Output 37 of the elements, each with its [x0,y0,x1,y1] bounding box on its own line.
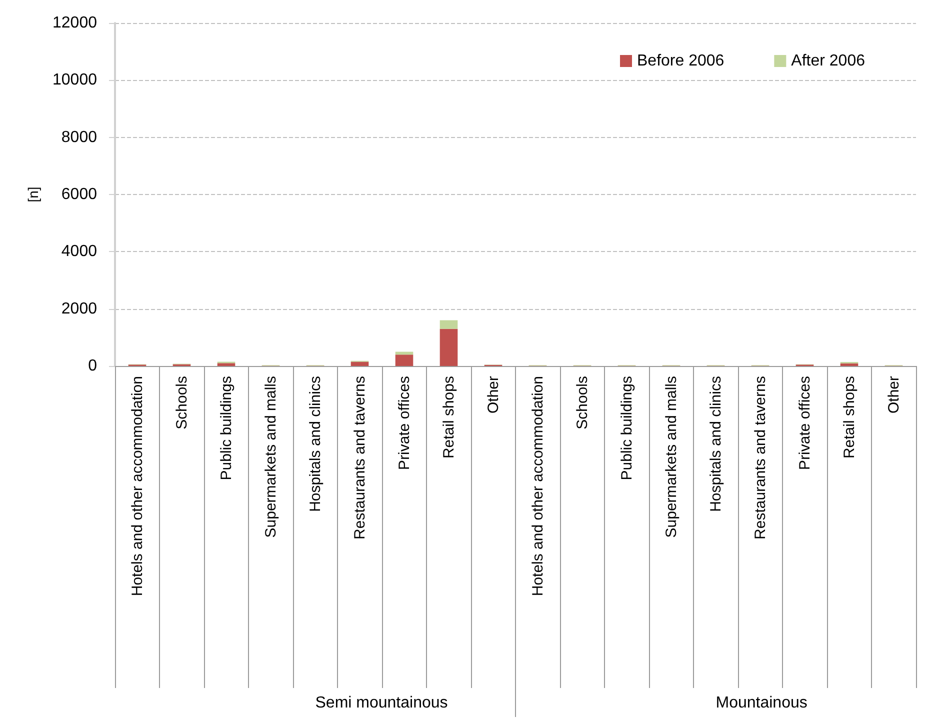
legend-label: After 2006 [791,52,866,70]
x-tick-label: Public buildings [618,376,636,480]
x-tick-label: Other [484,376,502,414]
x-tick-label: Supermarkets and malls [262,376,280,538]
y-tick-label: 2000 [61,300,98,318]
x-tick-label: Restaurants and taverns [351,376,368,540]
x-tick-label: Public buildings [218,376,235,480]
legend-label: Before 2006 [636,52,724,70]
text: Mountainous [716,694,808,712]
bar [840,363,858,366]
bar [217,363,236,366]
x-tick-label: Restaurants and taverns [752,376,769,540]
y-tick-label: 0 [88,358,98,374]
x-tick-label: Hotels and other accommodation [529,376,546,596]
text: Semi mountainous [315,694,448,712]
x-tick-label: Other [885,376,902,414]
y-tick-label: 6000 [61,186,98,203]
x-tick-label: Hospitals and clinics [306,376,324,512]
y-tick-label: 10000 [52,72,98,89]
x-tick-label: Schools [173,376,190,430]
bar [440,328,458,366]
x-tick-label: Private offices [396,376,413,470]
x-tick-label: Retail shops [840,376,858,459]
y-tick-label: 12000 [52,14,98,32]
x-tick-label: Hospitals and clinics [707,376,724,512]
bar [395,352,414,355]
x-tick-label: Hotels and other accommodation [128,376,146,596]
y-tick-label: 4000 [61,243,98,260]
y-axis-title: [n] [25,186,41,202]
x-tick-label: Schools [574,376,591,430]
x-tick-label: Private offices [796,376,814,470]
y-tick-label: 8000 [61,128,98,146]
bar [440,320,458,329]
x-tick-label: Supermarkets and malls [662,376,680,538]
x-tick-label: Retail shops [440,376,458,459]
bar [395,354,414,366]
bar [350,362,369,366]
